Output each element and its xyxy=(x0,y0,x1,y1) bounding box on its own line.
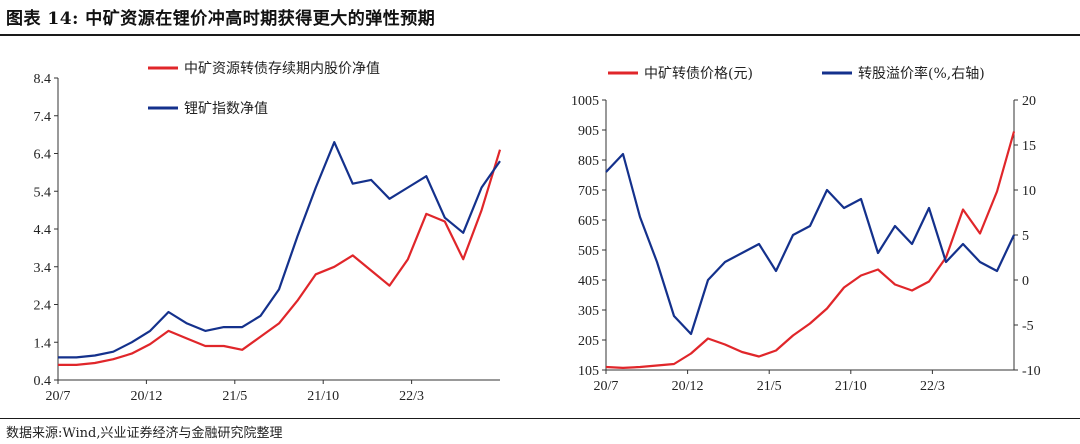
y-tick-label: 8.4 xyxy=(34,72,52,87)
y2-tick-label: 5 xyxy=(1022,229,1029,244)
y-tick-label: 1.4 xyxy=(34,336,52,351)
y-tick-label: 105 xyxy=(578,364,599,379)
x-tick-label: 20/7 xyxy=(594,379,619,394)
series-line-1 xyxy=(58,141,501,359)
y-tick-label: 605 xyxy=(578,214,599,229)
x-tick-label: 20/12 xyxy=(672,379,704,394)
x-tick-label: 21/10 xyxy=(307,389,339,404)
legend-label-0: 中矿资源转债存续期内股价净值 xyxy=(184,60,380,77)
series-line-0 xyxy=(58,149,502,366)
x-tick-label: 22/3 xyxy=(399,389,424,404)
y-tick-label: 405 xyxy=(578,274,599,289)
y-tick-label: 5.4 xyxy=(34,185,52,200)
y-tick-label: 0.4 xyxy=(34,374,52,389)
x-tick-label: 21/5 xyxy=(222,389,247,404)
y-tick-label: 7.4 xyxy=(34,110,52,125)
source-divider xyxy=(0,418,1080,419)
y2-tick-label: 15 xyxy=(1022,139,1036,154)
x-tick-label: 21/10 xyxy=(835,379,867,394)
y-tick-label: 1005 xyxy=(571,94,599,109)
x-tick-label: 21/5 xyxy=(757,379,782,394)
series-line-1 xyxy=(605,152,1015,336)
y2-tick-label: 0 xyxy=(1022,274,1029,289)
y2-tick-label: 10 xyxy=(1022,184,1036,199)
y-tick-label: 6.4 xyxy=(34,148,52,163)
y2-tick-label: -10 xyxy=(1022,364,1041,379)
chart-stock-nav: 8.4 7.4 6.4 5.4 4.4 3.4 2.4 1.4 0.420/7 20/12 21/5… xyxy=(34,60,502,404)
y-tick-label: 205 xyxy=(578,334,599,349)
series-line-0 xyxy=(605,131,1016,369)
y-tick-label: 3.4 xyxy=(34,261,52,276)
legend-label-0: 中矿转债价格(元) xyxy=(644,66,753,82)
y-tick-label: 805 xyxy=(578,154,599,169)
title-divider xyxy=(0,34,1080,36)
x-tick-label: 20/12 xyxy=(130,389,162,404)
legend-label-1: 转股溢价率(%,右轴) xyxy=(858,65,985,82)
y-tick-label: 705 xyxy=(578,184,599,199)
y-tick-label: 4.4 xyxy=(34,223,52,238)
source-note: 数据来源:Wind,兴业证券经济与金融研究院整理 xyxy=(6,426,283,441)
y2-tick-label: -5 xyxy=(1022,319,1034,334)
y-tick-label: 305 xyxy=(578,304,599,319)
y-tick-label: 2.4 xyxy=(34,299,52,314)
y-tick-label: 505 xyxy=(578,244,599,259)
y-tick-label: 905 xyxy=(578,124,599,139)
legend-label-1: 锂矿指数净值 xyxy=(184,101,268,117)
x-tick-label: 20/7 xyxy=(46,389,71,404)
chart-convertible-bond: 100590580570560550540530520510520151050-… xyxy=(571,65,1041,394)
figure-title: 图表 14: 中矿资源在锂价冲高时期获得更大的弹性预期 xyxy=(6,9,436,29)
y2-tick-label: 20 xyxy=(1022,94,1036,109)
x-tick-label: 22/3 xyxy=(920,379,945,394)
